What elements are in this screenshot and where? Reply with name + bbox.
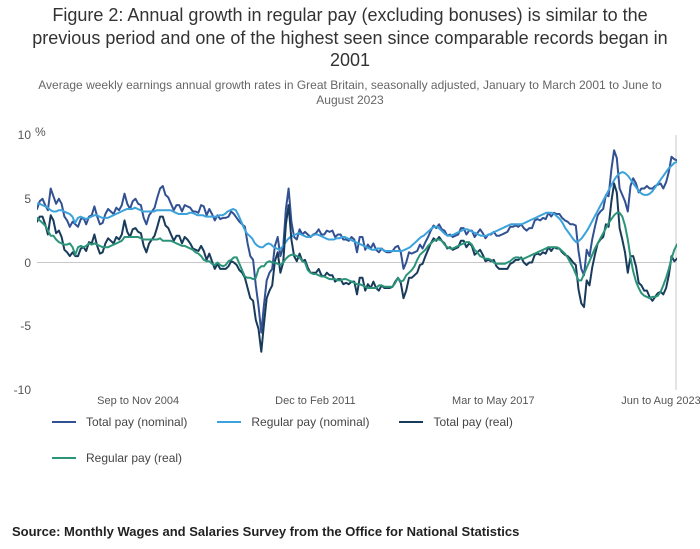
x-tick-label: Sep to Nov 2004 — [97, 395, 179, 407]
plot-area: % -10-50510Sep to Nov 2004Dec to Feb 201… — [37, 135, 677, 390]
legend: Total pay (nominal) Regular pay (nominal)… — [52, 415, 672, 465]
plot-svg — [37, 135, 677, 390]
legend-swatch — [399, 421, 423, 423]
legend-item: Total pay (nominal) — [52, 415, 187, 429]
legend-label: Total pay (real) — [433, 415, 512, 429]
legend-label: Total pay (nominal) — [86, 415, 187, 429]
legend-item: Regular pay (nominal) — [217, 415, 369, 429]
legend-swatch — [52, 457, 76, 459]
y-tick-label: 0 — [9, 256, 31, 270]
x-tick-label: Dec to Feb 2011 — [275, 395, 356, 407]
source-text: Source: Monthly Wages and Salaries Surve… — [12, 524, 519, 539]
y-tick-label: -10 — [9, 383, 31, 397]
y-tick-label: -5 — [9, 319, 31, 333]
chart-subtitle: Average weekly earnings annual growth ra… — [0, 72, 700, 108]
legend-item: Total pay (real) — [399, 415, 512, 429]
figure-container: Figure 2: Annual growth in regular pay (… — [0, 0, 700, 549]
y-tick-label: 5 — [9, 192, 31, 206]
x-tick-label: Jun to Aug 2023 — [621, 395, 700, 407]
legend-item: Regular pay (real) — [52, 451, 182, 465]
legend-swatch — [52, 421, 76, 423]
chart-title: Figure 2: Annual growth in regular pay (… — [0, 0, 700, 72]
y-tick-label: 10 — [9, 128, 31, 142]
legend-label: Regular pay (real) — [86, 451, 182, 465]
x-tick-label: Mar to May 2017 — [452, 395, 535, 407]
legend-label: Regular pay (nominal) — [251, 415, 369, 429]
legend-swatch — [217, 421, 241, 423]
